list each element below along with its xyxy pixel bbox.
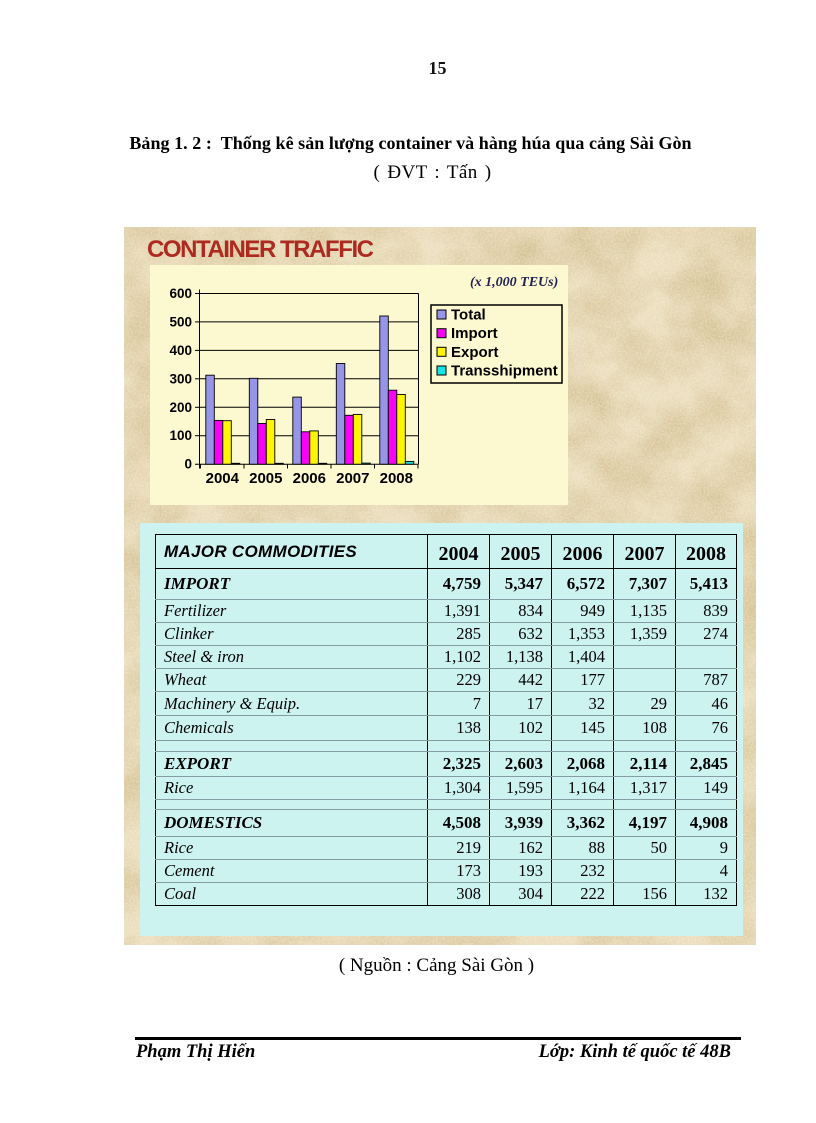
svg-text:2007: 2007 xyxy=(336,470,369,487)
svg-text:2004: 2004 xyxy=(206,470,240,487)
svg-text:100: 100 xyxy=(169,428,192,443)
svg-text:Import: Import xyxy=(451,325,498,342)
svg-text:2005: 2005 xyxy=(249,470,282,487)
svg-text:2008: 2008 xyxy=(380,470,413,487)
svg-text:300: 300 xyxy=(169,371,192,386)
svg-text:2006: 2006 xyxy=(293,470,326,487)
svg-text:200: 200 xyxy=(169,400,192,415)
svg-text:Export: Export xyxy=(451,344,499,361)
svg-text:0: 0 xyxy=(184,457,192,472)
svg-text:400: 400 xyxy=(169,343,192,358)
svg-text:(x 1,000 TEUs): (x 1,000 TEUs) xyxy=(470,275,558,290)
svg-text:500: 500 xyxy=(169,314,192,329)
svg-text:Transshipment: Transshipment xyxy=(451,363,558,380)
svg-text:600: 600 xyxy=(169,286,192,301)
svg-text:Total: Total xyxy=(451,307,486,324)
